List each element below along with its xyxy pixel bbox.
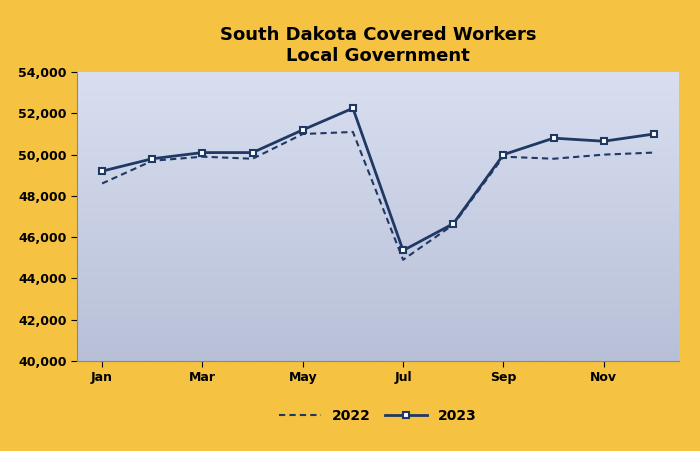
2023 <box>399 248 407 253</box>
2023 <box>248 150 257 155</box>
2023 <box>449 221 458 226</box>
2023 <box>349 106 357 111</box>
2022 <box>650 150 658 155</box>
2023 <box>298 127 307 133</box>
2023 <box>599 138 608 144</box>
2022 <box>148 158 157 164</box>
Line: 2022: 2022 <box>102 132 654 260</box>
2022 <box>198 154 206 159</box>
2022 <box>248 156 257 161</box>
2022 <box>599 152 608 157</box>
2023 <box>499 152 508 157</box>
2023 <box>148 156 157 161</box>
2022 <box>98 181 106 186</box>
Line: 2023: 2023 <box>99 105 657 254</box>
2022 <box>298 131 307 137</box>
2023 <box>650 131 658 137</box>
2023 <box>198 150 206 155</box>
2022 <box>399 257 407 262</box>
2023 <box>550 135 558 141</box>
2022 <box>449 222 458 227</box>
Title: South Dakota Covered Workers
Local Government: South Dakota Covered Workers Local Gover… <box>220 26 536 65</box>
2023 <box>98 168 106 174</box>
2022 <box>499 154 508 159</box>
Legend: 2022, 2023: 2022, 2023 <box>274 404 482 429</box>
2022 <box>349 129 357 135</box>
2022 <box>550 156 558 161</box>
